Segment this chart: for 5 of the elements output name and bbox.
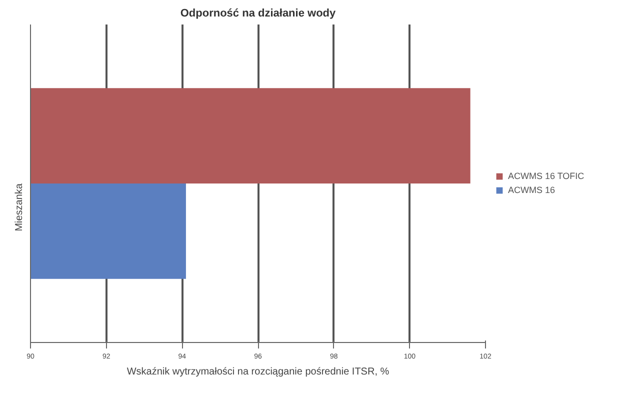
legend-label: ACWMS 16 [508,185,556,195]
legend-label: ACWMS 16 TOFIC [508,171,584,181]
x-axis-title: Wskaźnik wytrzymałości na rozciąganie pośrednie ITSR, % [126,366,390,378]
chart-title: Odporność na działanie wody [180,8,337,20]
y-tick-label: Mieszanka [14,183,25,232]
